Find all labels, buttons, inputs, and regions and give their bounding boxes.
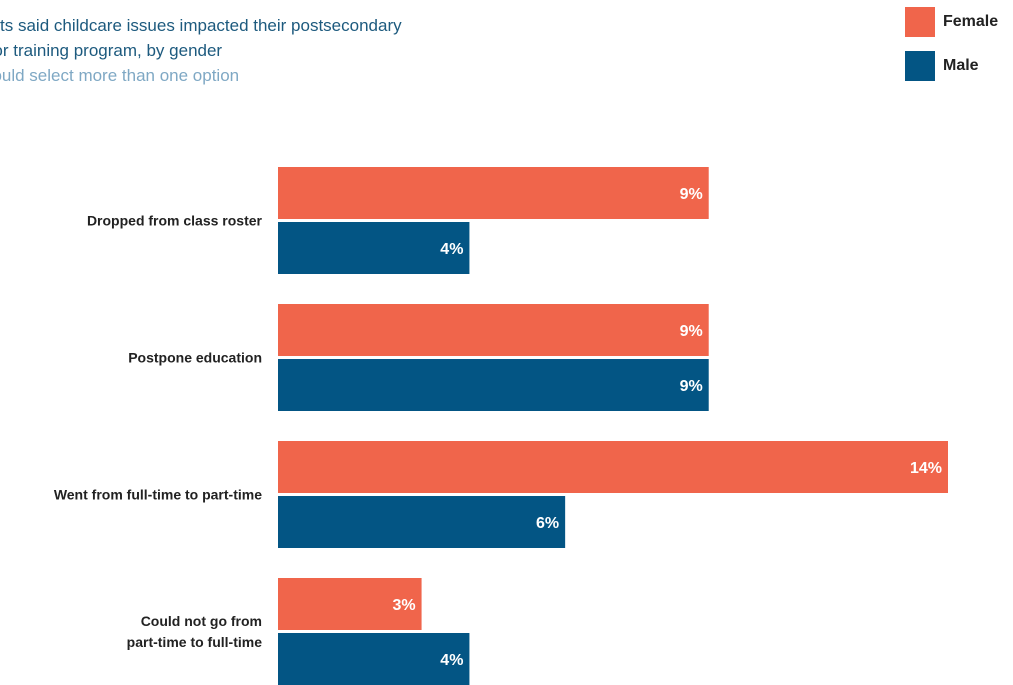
bar-male	[278, 496, 566, 548]
bar-value-label: 14%	[910, 460, 942, 477]
legend-swatch-male	[905, 51, 935, 81]
bar-female	[278, 441, 948, 493]
chart-subtitle: ts could select more than one option	[0, 66, 240, 85]
category-label: Dropped from class roster	[87, 213, 263, 229]
category-label: Went from full-time to part-time	[54, 487, 262, 503]
bar-value-label: 6%	[536, 515, 559, 532]
chart-title-line-1: arents said childcare issues impacted th…	[0, 16, 402, 35]
chart-title-block: arents said childcare issues impacted th…	[0, 13, 586, 88]
category-label: Postpone education	[128, 350, 262, 366]
legend-label-female: Female	[943, 13, 999, 30]
bar-value-label: 9%	[680, 186, 703, 203]
category-label: Could not go from	[141, 613, 262, 629]
bar-value-label: 9%	[680, 378, 703, 395]
bar-male	[278, 222, 470, 274]
bar-value-label: 9%	[680, 323, 703, 340]
chart-title-line-2: ion or training program, by gender	[0, 41, 223, 60]
bar-female	[278, 578, 422, 630]
legend-swatch-female	[905, 7, 935, 37]
category-label: part-time to full-time	[127, 634, 263, 650]
bar-value-label: 3%	[392, 597, 415, 614]
bar-value-label: 4%	[440, 241, 463, 258]
bar-female	[278, 304, 709, 356]
legend-label-male: Male	[943, 57, 979, 74]
bar-female	[278, 167, 709, 219]
bar-male	[278, 359, 709, 411]
bar-male	[278, 633, 470, 685]
bar-value-label: 4%	[440, 652, 463, 669]
